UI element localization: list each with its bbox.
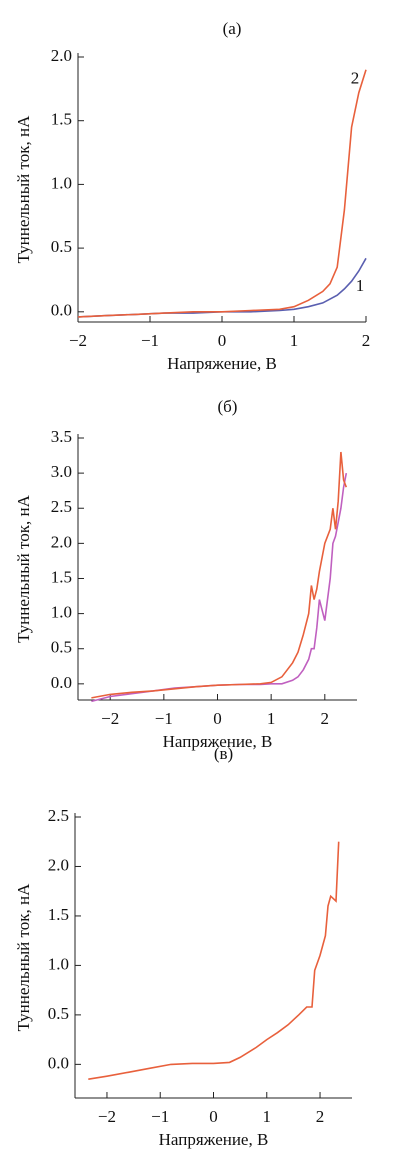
chart-title: (б) — [218, 397, 238, 416]
y-tick-label: 2.5 — [48, 806, 69, 825]
y-tick-label: 2.5 — [51, 497, 72, 516]
chart-title: (в) — [214, 744, 233, 763]
x-tick-label: 0 — [213, 709, 222, 728]
x-tick-label: −1 — [141, 331, 159, 350]
y-tick-label: 0.0 — [48, 1053, 69, 1072]
y-tick-label: 0.0 — [51, 673, 72, 692]
series-label: 2 — [351, 69, 360, 88]
y-axis-label: Туннельный ток, нА — [14, 494, 33, 642]
x-tick-label: 0 — [218, 331, 227, 350]
x-tick-label: 2 — [321, 709, 330, 728]
y-tick-label: 1.5 — [48, 905, 69, 924]
y-tick-label: 1.5 — [51, 110, 72, 129]
x-tick-label: 2 — [316, 1107, 325, 1126]
x-tick-label: −2 — [101, 709, 119, 728]
data-line — [77, 257, 367, 318]
y-axis-label: Туннельный ток, нА — [14, 883, 33, 1031]
x-tick-label: 1 — [267, 709, 276, 728]
x-tick-label: −2 — [69, 331, 87, 350]
y-tick-label: 2.0 — [48, 855, 69, 874]
y-tick-label: 1.5 — [51, 567, 72, 586]
chart-title: (a) — [223, 19, 242, 38]
x-tick-label: −1 — [155, 709, 173, 728]
x-axis-label: Напряжение, В — [163, 732, 273, 751]
y-tick-label: 2.0 — [51, 532, 72, 551]
y-tick-label: 2.0 — [51, 46, 72, 65]
series-label: 1 — [356, 276, 365, 295]
y-tick-label: 0.5 — [51, 638, 72, 657]
y-tick-label: 1.0 — [51, 603, 72, 622]
x-tick-label: 0 — [209, 1107, 218, 1126]
x-tick-label: −1 — [151, 1107, 169, 1126]
x-tick-label: −2 — [98, 1107, 116, 1126]
data-line — [77, 69, 367, 318]
y-tick-label: 0.0 — [51, 301, 72, 320]
y-tick-label: 0.5 — [51, 237, 72, 256]
x-axis-label: Напряжение, В — [159, 1130, 269, 1149]
x-tick-label: 2 — [362, 331, 371, 350]
data-line — [88, 841, 340, 1080]
data-line — [91, 472, 348, 703]
y-tick-label: 1.0 — [48, 954, 69, 973]
y-tick-label: 3.5 — [51, 427, 72, 446]
x-tick-label: 1 — [263, 1107, 272, 1126]
x-tick-label: 1 — [290, 331, 299, 350]
data-line — [91, 451, 348, 699]
y-tick-label: 0.5 — [48, 1004, 69, 1023]
y-tick-label: 1.0 — [51, 173, 72, 192]
y-axis-label: Туннельный ток, нА — [14, 115, 33, 263]
x-axis-label: Напряжение, В — [167, 354, 277, 373]
y-tick-label: 3.0 — [51, 462, 72, 481]
